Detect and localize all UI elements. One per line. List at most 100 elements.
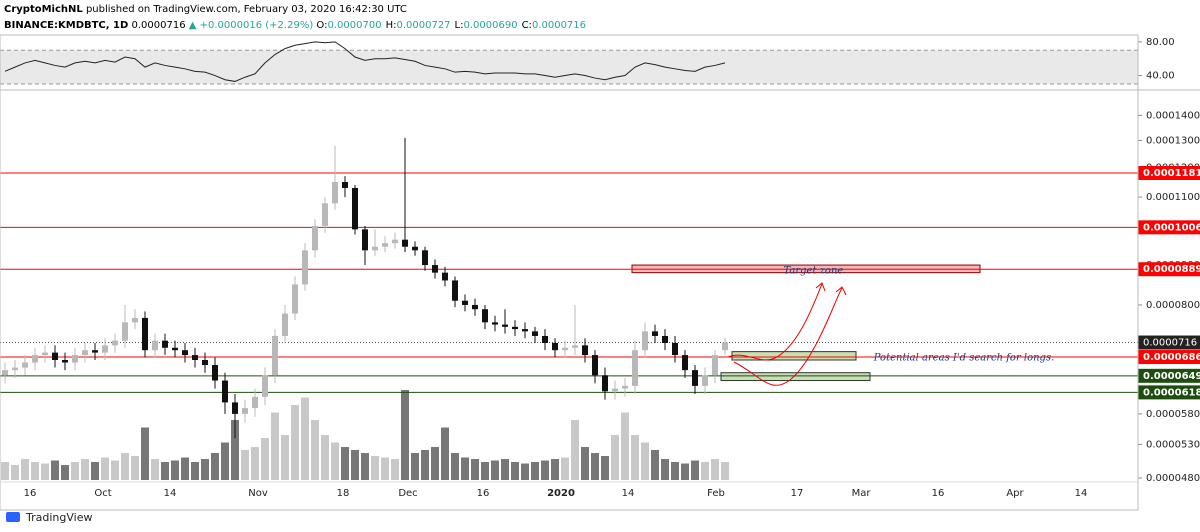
level-label: 0.0001006 — [1143, 222, 1200, 233]
rsi-tick-label: 40.00 — [1146, 71, 1175, 82]
published: published on TradingView.com, February 0… — [85, 4, 407, 15]
x-tick-label: Dec — [398, 488, 417, 499]
volume-bar — [31, 462, 39, 480]
candle-body — [62, 360, 68, 363]
candle-body — [92, 350, 98, 353]
volume-bar — [561, 457, 569, 480]
level-label: 0.0000618 — [1143, 387, 1200, 398]
y-tick-label: 0.0000580 — [1146, 409, 1200, 420]
volume-bar — [111, 460, 119, 480]
candle-body — [222, 380, 228, 403]
candle-body — [582, 345, 588, 356]
header: CryptoMichNL published on TradingView.co… — [4, 2, 590, 34]
y-tick-label: 0.0001100 — [1146, 192, 1200, 203]
volume-bar — [401, 390, 409, 480]
volume-bar — [551, 459, 559, 480]
volume-bar — [71, 462, 79, 480]
x-tick-label: 16 — [932, 488, 945, 499]
ohlc-key: C: — [521, 20, 532, 31]
volume-bar — [421, 450, 429, 480]
volume-bar — [141, 427, 149, 480]
candle-body — [462, 300, 468, 305]
y-tick-label: 0.0000530 — [1146, 439, 1200, 450]
symbol-line: BINANCE:KMDBTC, 1D 0.0000716 ▲ +0.000001… — [4, 18, 590, 34]
volume-bar — [601, 456, 609, 480]
candle-body — [392, 239, 398, 244]
x-tick-label: Apr — [1006, 488, 1024, 499]
x-tick-label: 16 — [477, 488, 490, 499]
candle-body — [202, 360, 208, 366]
level-label-bg — [1138, 368, 1200, 383]
candle-body — [32, 355, 38, 363]
volume-bar — [211, 453, 219, 480]
volume-bar — [411, 453, 419, 480]
volume-bar — [541, 460, 549, 480]
publish-line: CryptoMichNL published on TradingView.co… — [4, 2, 590, 18]
volume-bar — [291, 405, 299, 480]
x-tick-label: 2020 — [547, 488, 575, 499]
arrow-head — [815, 282, 847, 296]
candle-body — [302, 250, 308, 285]
volume-bar — [701, 462, 709, 480]
volume-bar — [571, 420, 579, 480]
volume-bar — [351, 450, 359, 480]
volume-bar — [21, 459, 29, 480]
candle-body — [262, 375, 268, 397]
candle-body — [12, 367, 18, 371]
volume-bar — [451, 453, 459, 480]
volume-bar — [101, 457, 109, 480]
candle-body — [352, 187, 358, 230]
candle-body — [602, 375, 608, 392]
price: 0.0000716 — [131, 20, 186, 31]
volume-bar — [641, 442, 649, 480]
x-tick-label: 16 — [24, 488, 37, 499]
arrow-path — [733, 287, 843, 386]
zone — [720, 372, 871, 382]
volume-bar — [241, 450, 249, 480]
x-tick-label: 14 — [164, 488, 177, 499]
candle-body — [662, 335, 668, 344]
rsi-band — [0, 50, 1138, 84]
volume-bar — [151, 459, 159, 480]
ohlc-value: 0.0000700 — [327, 20, 382, 31]
volume-bar — [131, 456, 139, 480]
candle-body — [502, 324, 508, 327]
logo — [6, 512, 20, 522]
volume-bar — [691, 460, 699, 480]
volume-bar — [481, 462, 489, 480]
volume-bar — [1, 462, 9, 480]
candle-body — [472, 304, 478, 310]
candle-body — [192, 355, 198, 361]
volume-bar — [591, 453, 599, 480]
volume-bar — [361, 453, 369, 480]
volume-bar — [91, 462, 99, 480]
candle-body — [132, 317, 138, 323]
candle-body — [82, 350, 88, 356]
volume-bar — [471, 459, 479, 480]
candle-body — [542, 335, 548, 344]
candle-body — [292, 284, 298, 314]
volume-bar — [321, 435, 329, 480]
change: ▲ +0.0000016 (+2.29%) — [188, 20, 314, 31]
volume-bar — [281, 435, 289, 480]
candle-body — [632, 350, 638, 386]
volume-bar — [391, 459, 399, 480]
candle-body — [212, 365, 218, 381]
x-tick-label: 17 — [791, 488, 804, 499]
x-tick-label: Feb — [707, 488, 725, 499]
volume-bar — [721, 462, 729, 480]
volume-bar — [441, 427, 449, 480]
last-price-bg — [1138, 335, 1200, 350]
volume-bar — [501, 459, 509, 480]
last-price-label: 0.0000716 — [1143, 338, 1197, 349]
candle-body — [142, 317, 148, 351]
plot: 80.0040.000.00014000.00013000.00012000.0… — [0, 37, 1200, 499]
volume-bar — [171, 460, 179, 480]
volume-bar — [631, 435, 639, 480]
volume-bar — [11, 465, 19, 480]
x-tick-label: Oct — [94, 488, 111, 499]
ohlc: O:0.0000700 H:0.0000727 L:0.0000690 C:0.000… — [316, 20, 590, 31]
candle-body — [442, 272, 448, 281]
volume-bar — [661, 459, 669, 480]
